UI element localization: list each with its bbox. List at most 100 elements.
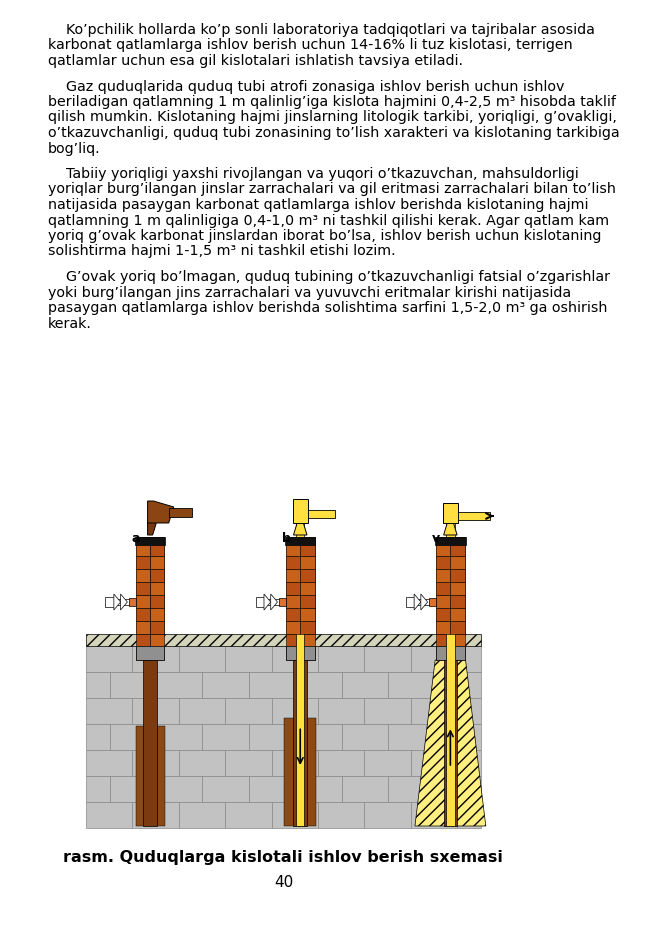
Bar bbox=[434, 724, 481, 750]
Polygon shape bbox=[414, 594, 421, 610]
Bar bbox=[342, 672, 388, 698]
Bar bbox=[150, 556, 165, 569]
Text: rasm. Quduqlarga kislotali ishlov berish sxemasi: rasm. Quduqlarga kislotali ishlov berish… bbox=[63, 850, 503, 865]
Bar bbox=[457, 802, 481, 828]
Bar bbox=[225, 750, 272, 776]
Bar bbox=[202, 672, 249, 698]
Bar bbox=[272, 802, 318, 828]
Bar bbox=[150, 569, 165, 582]
Bar bbox=[434, 776, 481, 802]
Bar bbox=[436, 595, 450, 608]
Text: a: a bbox=[132, 532, 140, 545]
Bar bbox=[286, 556, 300, 569]
Text: b: b bbox=[282, 532, 291, 545]
Bar bbox=[436, 646, 465, 660]
Bar bbox=[450, 595, 465, 608]
Bar bbox=[136, 569, 150, 582]
Bar bbox=[293, 499, 308, 523]
Text: qilish mumkin. Kislotaning hajmi jinslarning litologik tarkibi, yoriqligi, g’ova: qilish mumkin. Kislotaning hajmi jinslar… bbox=[48, 110, 617, 124]
Polygon shape bbox=[415, 660, 486, 826]
Bar bbox=[414, 599, 436, 605]
Text: qatlamlar uchun esa gil kislotalari ishlatish tavsiya etiladi.: qatlamlar uchun esa gil kislotalari ishl… bbox=[48, 54, 463, 68]
Bar bbox=[286, 646, 315, 660]
Bar bbox=[272, 750, 318, 776]
Bar bbox=[279, 598, 286, 606]
Bar bbox=[450, 582, 465, 595]
Text: natijasida pasaygan karbonat qatlamlarga ishlov berishda kislotaning hajmi: natijasida pasaygan karbonat qatlamlarga… bbox=[48, 198, 588, 212]
Bar bbox=[156, 672, 202, 698]
Bar bbox=[457, 750, 481, 776]
Bar bbox=[110, 776, 156, 802]
Bar bbox=[450, 543, 465, 556]
Bar bbox=[295, 776, 342, 802]
Bar bbox=[457, 698, 481, 724]
Bar bbox=[436, 543, 450, 556]
Text: v: v bbox=[432, 532, 440, 545]
Bar bbox=[295, 724, 342, 750]
Bar bbox=[458, 512, 490, 520]
Bar bbox=[150, 537, 165, 543]
Bar bbox=[300, 621, 315, 634]
Bar bbox=[286, 537, 295, 634]
Bar bbox=[150, 608, 165, 621]
Bar bbox=[436, 608, 450, 621]
Bar bbox=[136, 621, 150, 634]
Bar bbox=[150, 621, 165, 634]
Bar bbox=[286, 582, 300, 595]
Bar bbox=[136, 595, 150, 608]
Bar bbox=[150, 537, 165, 543]
Bar bbox=[132, 750, 178, 776]
Bar bbox=[136, 582, 150, 595]
Bar bbox=[150, 582, 165, 595]
Polygon shape bbox=[271, 594, 278, 610]
Bar bbox=[114, 599, 136, 605]
Bar bbox=[178, 646, 225, 672]
Bar bbox=[286, 634, 300, 647]
Bar bbox=[249, 724, 295, 750]
Text: qatlamning 1 m qalinligiga 0,4-1,0 m³ ni tashkil qilishi kerak. Agar qatlam kam: qatlamning 1 m qalinligiga 0,4-1,0 m³ ni… bbox=[48, 213, 609, 227]
Bar bbox=[410, 646, 457, 672]
Bar bbox=[86, 776, 110, 802]
Bar bbox=[436, 647, 450, 660]
Bar bbox=[300, 543, 315, 556]
Bar bbox=[444, 660, 457, 826]
Bar bbox=[436, 537, 450, 543]
Bar bbox=[364, 802, 410, 828]
Bar bbox=[436, 621, 450, 634]
Bar bbox=[450, 608, 465, 621]
Bar bbox=[455, 537, 465, 634]
Bar bbox=[429, 598, 436, 606]
Bar bbox=[450, 537, 465, 543]
Bar bbox=[286, 569, 300, 582]
Bar bbox=[136, 537, 150, 543]
Bar bbox=[86, 750, 132, 776]
Bar bbox=[136, 634, 150, 647]
Bar bbox=[300, 537, 315, 543]
Bar bbox=[136, 726, 165, 826]
Bar bbox=[86, 724, 110, 750]
Bar bbox=[136, 647, 150, 660]
Bar bbox=[143, 660, 157, 826]
Bar bbox=[86, 634, 481, 646]
Text: G’ovak yoriq bo’lmagan, quduq tubining o’tkazuvchanligi fatsial o’zgarishlar: G’ovak yoriq bo’lmagan, quduq tubining o… bbox=[48, 270, 610, 284]
Bar bbox=[150, 569, 165, 582]
Bar bbox=[86, 802, 132, 828]
Bar bbox=[300, 556, 315, 569]
Bar bbox=[450, 634, 465, 647]
Bar bbox=[308, 510, 335, 518]
Bar bbox=[225, 802, 272, 828]
Bar bbox=[286, 595, 300, 608]
Text: Ko’pchilik hollarda ko’p sonli laboratoriya tadqiqotlari va tajribalar asosida: Ko’pchilik hollarda ko’p sonli laborator… bbox=[48, 23, 595, 37]
Bar bbox=[300, 634, 315, 647]
Bar bbox=[86, 646, 132, 672]
Bar bbox=[300, 556, 315, 569]
Bar bbox=[388, 672, 434, 698]
Bar bbox=[136, 556, 150, 569]
Bar bbox=[300, 537, 315, 543]
Bar bbox=[256, 597, 264, 607]
Bar bbox=[286, 621, 300, 634]
Text: beriladigan qatlamning 1 m qalinlig’iga kislota hajmini 0,4-2,5 m³ hisobda takli: beriladigan qatlamning 1 m qalinlig’iga … bbox=[48, 95, 616, 109]
Bar bbox=[300, 595, 315, 608]
Bar bbox=[342, 724, 388, 750]
Bar bbox=[450, 582, 465, 595]
